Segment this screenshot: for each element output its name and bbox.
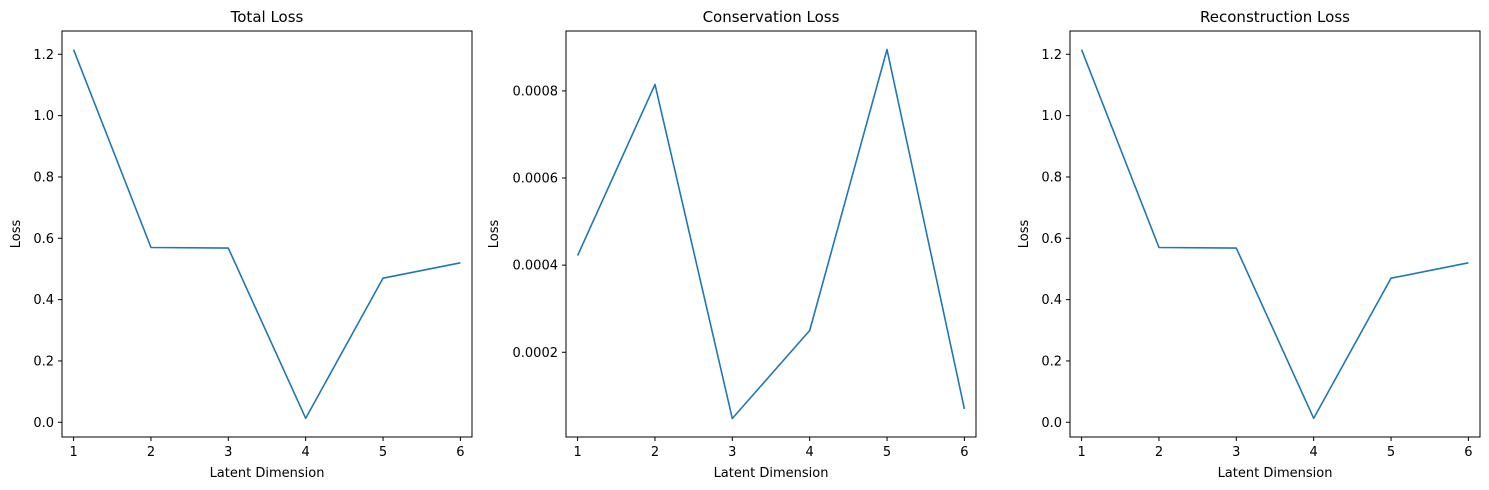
x-tick-label: 5 [379,445,387,460]
chart-title: Conservation Loss [703,8,840,26]
x-tick-label: 3 [224,445,232,460]
x-tick-label: 2 [1155,445,1163,460]
x-tick-label: 2 [651,445,659,460]
x-tick-label: 4 [806,445,814,460]
x-tick-label: 5 [1387,445,1395,460]
y-tick-label: 0.6 [33,232,54,247]
y-tick-label: 0.4 [1041,293,1062,308]
x-axis-label: Latent Dimension [714,466,829,481]
subplot-1: Total Loss 1 2 3 4 5 6 0.0 0.2 0.4 0.6 0.8 1.0 1.2 Lat… [9,8,473,481]
chart-title: Total Loss [230,8,304,26]
y-tick-label: 0.4 [33,293,54,308]
x-tick-label: 1 [1077,445,1085,460]
subplot-3: Reconstruction Loss 1 2 3 4 5 6 0.0 0.2 0.4 0.6 0.8… [1017,8,1481,481]
plot-frame [565,30,977,438]
x-axis-label: Latent Dimension [1218,466,1333,481]
x-tick-label: 1 [573,445,581,460]
y-tick-label: 0.0008 [513,84,559,99]
series-line [576,48,966,420]
y-axis-label: Loss [1017,220,1032,249]
x-axis-label: Latent Dimension [210,466,325,481]
series-line [1080,49,1469,420]
y-tick-label: 1.0 [1041,109,1062,124]
x-tick-label: 6 [456,445,464,460]
subplot-2: Conservation Loss 1 2 3 4 5 6 0.0002 0.0004 0.000… [487,8,977,481]
y-axis-label: Loss [487,220,502,249]
x-tick-label: 6 [1464,445,1472,460]
chart-title: Reconstruction Loss [1200,8,1350,26]
y-tick-label: 1.0 [33,109,54,124]
y-tick-label: 0.8 [1041,170,1062,185]
x-tick-label: 1 [69,445,77,460]
y-tick-label: 0.2 [33,354,54,369]
x-tick-label: 5 [883,445,891,460]
y-tick-label: 0.0002 [513,346,559,361]
x-tick-label: 3 [1232,445,1240,460]
y-tick-label: 0.2 [1041,354,1062,369]
y-tick-label: 0.0 [1041,416,1062,431]
plot-frame [1069,30,1481,438]
series-line [72,49,461,420]
x-tick-label: 4 [302,445,310,460]
y-tick-label: 0.0004 [513,259,559,274]
y-tick-label: 0.8 [33,170,54,185]
y-tick-label: 0.0 [33,416,54,431]
y-tick-label: 0.6 [1041,232,1062,247]
y-tick-label: 0.0006 [513,172,559,187]
x-tick-label: 4 [1310,445,1318,460]
y-tick-label: 1.2 [1041,48,1062,63]
x-tick-label: 2 [147,445,155,460]
plot-frame [61,30,473,438]
x-tick-label: 3 [728,445,736,460]
y-axis-label: Loss [9,220,24,249]
y-tick-label: 1.2 [33,48,54,63]
x-tick-label: 6 [960,445,968,460]
